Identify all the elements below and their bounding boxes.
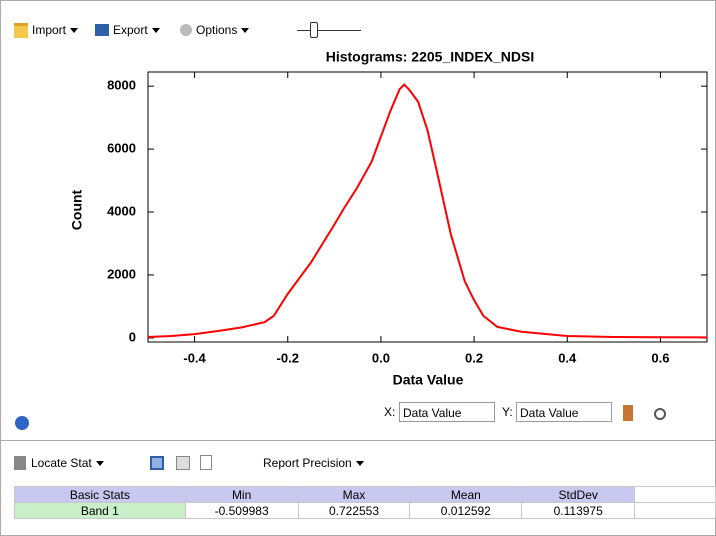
header-cell: Mean (409, 486, 523, 503)
cell: -0.509983 (184, 502, 299, 519)
cell: 0.722553 (297, 502, 411, 519)
slider-track (297, 30, 361, 31)
empty-cell (634, 486, 716, 503)
import-icon (14, 23, 28, 38)
options-label: Options (196, 23, 238, 37)
calc-icon (14, 456, 26, 470)
options-icon (180, 24, 192, 36)
separator (0, 440, 716, 441)
export-button[interactable]: Export (113, 22, 160, 38)
chart: Histograms: 2205_INDEX_NDSI Data Value C… (69, 49, 708, 388)
y-tick-label: 0 (129, 329, 136, 344)
precision-label: Report Precision (263, 456, 352, 470)
x-select[interactable]: Data Value (399, 402, 495, 422)
histogram-line (147, 83, 708, 339)
x-select-label: X: (384, 405, 396, 419)
y-tick-label: 4000 (107, 203, 136, 218)
plot-area (147, 71, 708, 343)
header-cell: Basic Stats (14, 486, 186, 503)
empty-cell (634, 502, 716, 519)
header-cell: Max (297, 486, 411, 503)
y-tick-label: 8000 (107, 78, 136, 93)
y-axis-label: Count (69, 189, 85, 230)
y-tick-label: 6000 (107, 141, 136, 156)
export-icon (95, 24, 109, 36)
data-row: Band 1 -0.509983 0.722553 0.012592 0.113… (14, 502, 716, 519)
y-select[interactable]: Data Value (516, 402, 612, 422)
view-icon-1[interactable] (150, 456, 164, 470)
options-button[interactable]: Options (196, 22, 250, 38)
y-select-value: Data Value (520, 406, 579, 420)
y-tick-label: 2000 (107, 266, 136, 281)
chart-title: Histograms: 2205_INDEX_NDSI (326, 49, 535, 65)
x-tick-label: 0.4 (558, 350, 577, 365)
x-tick-label: 0.6 (651, 350, 669, 365)
x-select-value: Data Value (403, 406, 462, 420)
copy-icon[interactable] (200, 455, 212, 470)
locate-button[interactable]: Locate Stat (31, 455, 104, 471)
y-select-label: Y: (502, 405, 513, 419)
import-label: Import (32, 23, 67, 37)
slider-thumb[interactable] (310, 22, 318, 38)
x-tick-label: 0.2 (465, 350, 483, 365)
x-axis-label: Data Value (393, 372, 464, 388)
view-icon-2[interactable] (176, 456, 190, 470)
refresh-icon[interactable] (652, 406, 668, 422)
header-cell: StdDev (521, 486, 636, 503)
precision-button[interactable]: Report Precision (263, 455, 364, 471)
x-tick-label: -0.2 (277, 350, 299, 365)
stairs-icon[interactable] (623, 405, 633, 421)
stats-table: Basic Stats Min Max Mean StdDev Band 1 -… (14, 486, 716, 519)
cell: 0.113975 (521, 502, 636, 519)
locate-label: Locate Stat (31, 456, 92, 470)
x-tick-label: -0.4 (183, 350, 206, 365)
x-tick-label: 0.0 (372, 350, 390, 365)
cell: 0.012592 (409, 502, 523, 519)
header-cell: Min (184, 486, 299, 503)
help-icon[interactable] (14, 415, 30, 431)
row-label: Band 1 (14, 502, 186, 519)
header-row: Basic Stats Min Max Mean StdDev (14, 486, 716, 503)
import-button[interactable]: Import (32, 22, 79, 38)
export-label: Export (113, 23, 148, 37)
